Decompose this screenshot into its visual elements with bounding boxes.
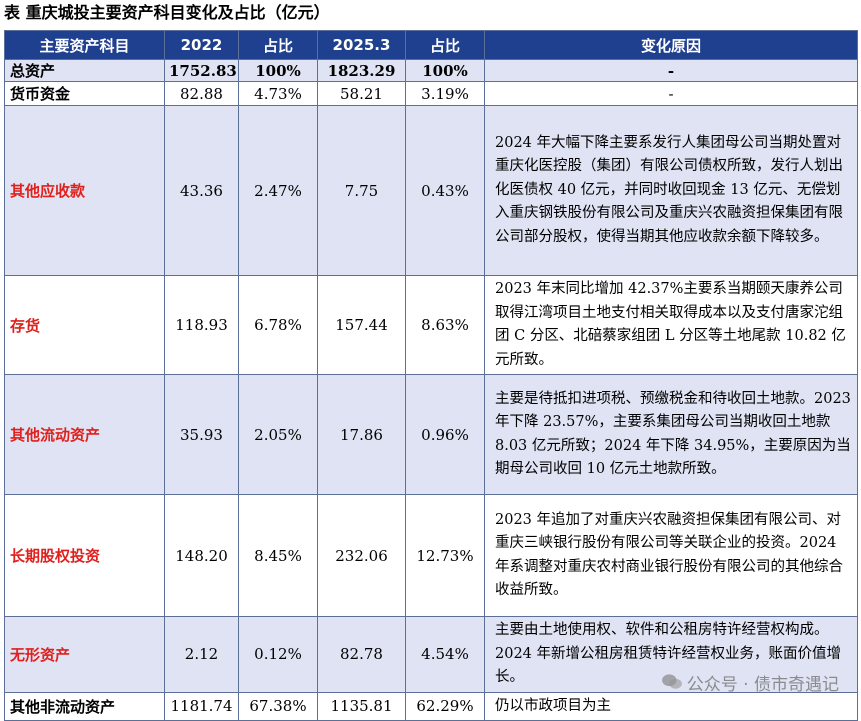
cell-share-2022: 2.47% [238,105,318,276]
cell-reason: 2023 年末同比增加 42.37%主要系当期颐天康养公司取得江湾项目土地支付相… [484,275,858,375]
cell-reason: - [484,81,858,106]
table-row: 其他非流动资产 1181.74 67.38% 1135.81 62.29% 仍以… [4,691,858,721]
row-name: 总资产 [4,59,165,82]
watermark-text: 公众号 · 债市奇遇记 [686,674,839,695]
cell-value-2025-3: 1823.29 [317,59,406,82]
cell-value-2022: 118.93 [164,275,239,375]
cell-share-2025-3: 8.63% [405,275,485,375]
table-row: 其他流动资产 35.93 2.05% 17.86 0.96% 主要是待抵扣进项税… [4,374,858,495]
cell-value-2025-3: 157.44 [317,275,406,375]
cell-value-2022: 43.36 [164,105,239,276]
header-subject: 主要资产科目 [4,30,165,60]
cell-reason: 仍以市政项目为主 [484,691,858,721]
cell-value-2025-3: 1135.81 [317,691,406,721]
cell-value-2022: 1181.74 [164,691,239,721]
cell-reason: 2023 年追加了对重庆兴农融资担保集团有限公司、对重庆三峡银行股份有限公司等关… [484,494,858,617]
wechat-icon [661,674,682,689]
cell-value-2025-3: 7.75 [317,105,406,276]
cell-reason: 2024 年大幅下降主要系发行人集团母公司当期处置对重庆化医控股（集团）有限公司… [484,105,858,276]
table-row: 总资产 1752.83 100% 1823.29 100% - [4,59,858,82]
cell-value-2025-3: 232.06 [317,494,406,617]
cell-value-2022: 1752.83 [164,59,239,82]
cell-share-2022: 0.12% [238,616,318,693]
table-row: 长期股权投资 148.20 8.45% 232.06 12.73% 2023 年… [4,494,858,617]
cell-reason: - [484,59,858,82]
cell-value-2022: 35.93 [164,374,239,495]
cell-share-2025-3: 3.19% [405,81,485,106]
cell-share-2022: 8.45% [238,494,318,617]
row-name: 其他非流动资产 [4,691,165,721]
row-name: 长期股权投资 [4,494,165,617]
cell-value-2022: 82.88 [164,81,239,106]
cell-value-2025-3: 82.78 [317,616,406,693]
row-name: 其他流动资产 [4,374,165,495]
cell-reason: 主要是待抵扣进项税、预缴税金和待收回土地款。2023 年下降 23.57%，主要… [484,374,858,495]
cell-share-2025-3: 12.73% [405,494,485,617]
row-name: 无形资产 [4,616,165,693]
header-row: 主要资产科目 2022 占比 2025.3 占比 变化原因 [4,30,858,60]
cell-value-2022: 148.20 [164,494,239,617]
row-name: 存货 [4,275,165,375]
table-caption: 表 重庆城投主要资产科目变化及占比（亿元） [4,3,330,22]
header-share-2025-3: 占比 [405,30,485,60]
table-row: 货币资金 82.88 4.73% 58.21 3.19% - [4,81,858,106]
cell-value-2025-3: 17.86 [317,374,406,495]
cell-share-2025-3: 0.43% [405,105,485,276]
cell-share-2025-3: 0.96% [405,374,485,495]
cell-share-2022: 67.38% [238,691,318,721]
cell-share-2022: 6.78% [238,275,318,375]
cell-share-2022: 100% [238,59,318,82]
table-row: 其他应收款 43.36 2.47% 7.75 0.43% 2024 年大幅下降主… [4,105,858,276]
header-2025-3: 2025.3 [317,30,406,60]
cell-share-2022: 2.05% [238,374,318,495]
cell-value-2025-3: 58.21 [317,81,406,106]
cell-share-2025-3: 100% [405,59,485,82]
header-share-2022: 占比 [238,30,318,60]
header-2022: 2022 [164,30,239,60]
table-row: 存货 118.93 6.78% 157.44 8.63% 2023 年末同比增加… [4,275,858,375]
row-name: 货币资金 [4,81,165,106]
cell-share-2025-3: 62.29% [405,691,485,721]
watermark: 公众号 · 债市奇遇记 [661,670,839,695]
row-name: 其他应收款 [4,105,165,276]
cell-share-2025-3: 4.54% [405,616,485,693]
asset-table: 主要资产科目 2022 占比 2025.3 占比 变化原因 总资产 1752.8… [4,30,858,721]
cell-share-2022: 4.73% [238,81,318,106]
cell-value-2022: 2.12 [164,616,239,693]
header-reason: 变化原因 [484,30,858,60]
